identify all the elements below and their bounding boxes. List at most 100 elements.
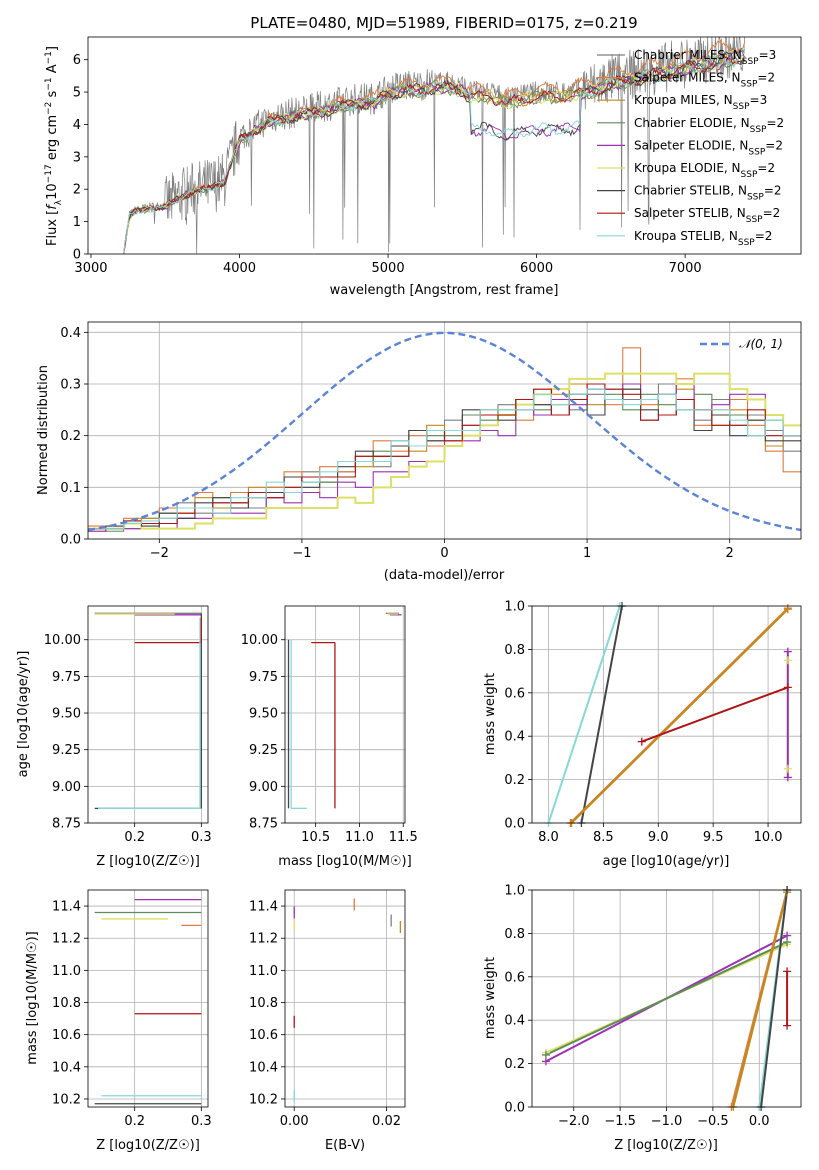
- y-tick-label: 1.0: [504, 884, 525, 899]
- data-marker: [783, 764, 792, 773]
- y-tick-label: 11.0: [249, 964, 278, 979]
- y-tick-label: 4: [73, 118, 81, 133]
- spectrum-frame: [87, 36, 802, 255]
- x-tick-label: −2: [150, 546, 169, 561]
- weight_vs_Z-frame: [531, 889, 802, 1108]
- x-tick-label: 0.3: [191, 1114, 212, 1129]
- y-tick-label: 1: [73, 215, 81, 230]
- spectrum-plot-area: [123, 37, 746, 254]
- age_vs_Z-plot-area: [88, 606, 208, 823]
- y-tick-label: 3: [73, 150, 81, 165]
- x-axis-label: (data-model)/error: [384, 568, 505, 583]
- y-axis-label: Flux [fλ10−17 erg cm−2 s−1 A−1]: [44, 46, 64, 246]
- weight_vs_Z-plot-area: [532, 890, 801, 1107]
- legend-label: Salpeter MILES, NSSP=2: [634, 71, 775, 90]
- data-line: [760, 890, 789, 1107]
- x-tick-label: 11.5: [389, 830, 418, 845]
- x-tick-label: 2: [726, 546, 734, 561]
- y-tick-label: 10.4: [52, 1060, 81, 1075]
- y-tick-label: 0.1: [60, 481, 81, 496]
- histogram-kroupa-stelib: [88, 388, 801, 530]
- x-tick-label: 3000: [74, 261, 107, 276]
- y-tick-label: 10.00: [44, 633, 81, 648]
- y-tick-label: 11.4: [249, 900, 278, 915]
- y-tick-label: 0: [73, 248, 81, 263]
- y-tick-label: 0.2: [504, 1057, 525, 1072]
- mass_vs_Z-plot-area: [88, 890, 208, 1107]
- residuals-plot-area: [88, 322, 801, 539]
- data-marker: [783, 967, 792, 976]
- data-marker: [783, 656, 792, 665]
- x-tick-label: 0.0: [749, 1114, 770, 1129]
- legend-label: Salpeter ELODIE, NSSP=2: [634, 138, 783, 157]
- y-tick-label: 0.3: [60, 378, 81, 393]
- data-marker: [783, 683, 792, 692]
- y-tick-label: 11.2: [52, 932, 81, 947]
- x-tick-label: 8.5: [593, 830, 614, 845]
- y-tick-label: 9.25: [52, 743, 81, 758]
- data-line: [641, 686, 789, 743]
- x-tick-label: −1: [292, 546, 311, 561]
- y-tick-label: 9.00: [249, 780, 278, 795]
- x-tick-label: 8.0: [538, 830, 559, 845]
- y-tick-label: 0.6: [504, 686, 525, 701]
- weight_vs_age-frame: [531, 605, 802, 824]
- y-tick-label: 0.0: [60, 533, 81, 548]
- y-tick-label: 11.2: [249, 932, 278, 947]
- data-line: [570, 608, 789, 823]
- model-line-kroupa-stelib: [123, 51, 745, 254]
- y-tick-label: 11.4: [52, 900, 81, 915]
- chart-title: PLATE=0480, MJD=51989, FIBERID=0175, z=0…: [250, 14, 637, 32]
- y-tick-label: 9.50: [52, 707, 81, 722]
- data-marker: [783, 605, 792, 614]
- legend-label: Chabrier ELODIE, NSSP=2: [634, 116, 784, 135]
- x-tick-label: 0.02: [372, 1114, 401, 1129]
- y-tick-label: 0.0: [504, 1101, 525, 1116]
- age_vs_Z-frame: [87, 605, 209, 824]
- weight_vs_age-plot-area: [532, 606, 801, 823]
- data-marker: [541, 1050, 550, 1059]
- y-tick-label: 1.0: [504, 600, 525, 615]
- data-line: [732, 891, 789, 1107]
- mass_vs_EBV-frame: [284, 889, 406, 1108]
- x-axis-label: E(B-V): [325, 1138, 365, 1153]
- x-tick-label: −2.0: [558, 1114, 590, 1129]
- y-tick-label: 9.75: [249, 670, 278, 685]
- y-tick-label: 0.4: [504, 1014, 525, 1029]
- legend-label: Chabrier STELIB, NSSP=2: [634, 184, 782, 203]
- y-axis-label: Normed distribution: [36, 365, 51, 495]
- x-axis-label: wavelength [Angstrom, rest frame]: [330, 283, 559, 298]
- y-tick-label: 8.75: [249, 817, 278, 832]
- x-tick-label: 11.0: [345, 830, 374, 845]
- y-tick-label: 0.8: [504, 927, 525, 942]
- y-tick-label: 6: [73, 53, 81, 68]
- x-tick-label: −1.0: [651, 1114, 683, 1129]
- age_vs_mass-frame: [284, 605, 406, 824]
- y-tick-label: 0.8: [504, 643, 525, 658]
- data-line: [545, 941, 788, 1056]
- x-tick-label: 0.2: [124, 830, 145, 845]
- x-axis-label: Z [log10(Z/Z☉)]: [96, 1138, 200, 1153]
- data-marker: [783, 773, 792, 782]
- x-tick-label: 0.3: [191, 830, 212, 845]
- data-marker: [637, 737, 646, 746]
- y-tick-label: 11.0: [52, 964, 81, 979]
- y-tick-label: 10.8: [52, 996, 81, 1011]
- x-tick-label: −0.5: [697, 1114, 729, 1129]
- legend-label: Kroupa MILES, NSSP=3: [634, 93, 767, 112]
- y-tick-label: 9.25: [249, 743, 278, 758]
- y-tick-label: 2: [73, 183, 81, 198]
- y-tick-label: 0.6: [504, 970, 525, 985]
- x-tick-label: 0.2: [124, 1114, 145, 1129]
- x-axis-label: Z [log10(Z/Z☉)]: [96, 854, 200, 869]
- data-line: [547, 606, 621, 823]
- y-tick-label: 10.2: [249, 1092, 278, 1107]
- y-tick-label: 9.75: [52, 670, 81, 685]
- legend-label: Kroupa STELIB, NSSP=2: [634, 229, 772, 248]
- residuals-frame: [87, 321, 802, 540]
- data-marker: [783, 647, 792, 656]
- data-line: [580, 606, 623, 823]
- y-tick-label: 9.50: [249, 707, 278, 722]
- x-tick-label: 10.0: [754, 830, 783, 845]
